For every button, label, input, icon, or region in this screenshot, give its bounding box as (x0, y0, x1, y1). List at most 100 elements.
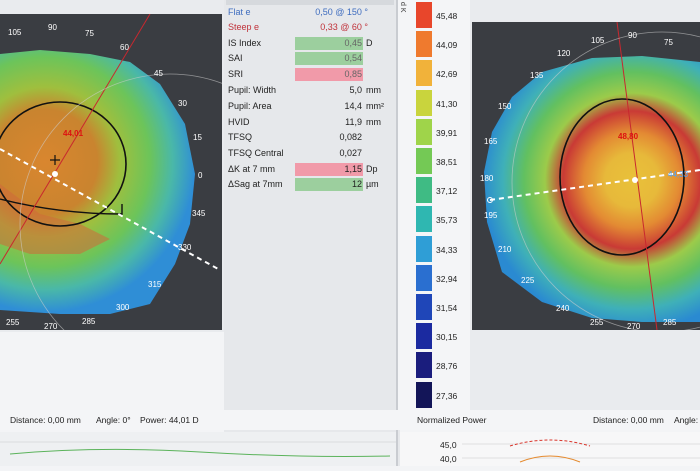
right-angle-180: 180 (480, 174, 494, 183)
left-profile-curve (0, 441, 396, 457)
graph-y-label-45: 45,0 (440, 440, 457, 450)
table-label: TFSQ Central (228, 148, 284, 158)
right-angle-90: 90 (628, 31, 637, 40)
left-center-value: 44,01 (63, 129, 84, 138)
right-center-value: 48,80 (618, 132, 639, 141)
table-value: 14,4 (344, 101, 362, 111)
right-profile-curve (462, 439, 700, 463)
table-value: 0,33 @ 60 ° (320, 22, 368, 32)
scale-swatch (416, 177, 432, 204)
right-profile-graph (400, 432, 700, 466)
right-angle-195: 195 (484, 211, 498, 220)
left-map-graphic (0, 13, 321, 375)
value-box (295, 163, 363, 176)
table-value: 0,85 (344, 69, 362, 79)
table-label: Pupil: Area (228, 101, 272, 111)
scale-value-label: 37,12 (436, 186, 458, 197)
right-angle-135: 135 (530, 71, 544, 80)
scale-value-label: 41,30 (436, 98, 458, 109)
left-angle-15: 15 (193, 133, 202, 142)
table-row-sri: SRI 0,85 (228, 68, 396, 83)
right-angle-75: 75 (664, 38, 673, 47)
table-value: 5,0 (349, 85, 362, 95)
right-angle-150: 150 (498, 102, 512, 111)
table-label: TFSQ (228, 132, 252, 142)
right-angle-165: 165 (484, 137, 498, 146)
table-unit: mm (366, 85, 381, 95)
table-row-hvid: HVID 11,9 mm (228, 116, 396, 131)
scale-swatch (416, 148, 432, 174)
table-row-delta-k: ΔK at 7 mm 1,15 Dp (228, 163, 396, 178)
right-angle-270: 270 (627, 322, 641, 331)
left-power-readout: Power: 44,01 D (140, 415, 199, 425)
left-angle-255: 255 (6, 318, 20, 327)
left-angle-285: 285 (82, 317, 96, 326)
scale-value-label: 31,54 (436, 303, 458, 313)
right-topography-map[interactable] (472, 21, 700, 333)
right-angle-105: 105 (591, 36, 605, 45)
table-value: 12 (351, 179, 362, 189)
left-angle-345: 345 (192, 209, 206, 218)
scale-value-label: 34,33 (436, 244, 458, 255)
table-value: 11,9 (345, 117, 362, 127)
scale-swatch (416, 235, 432, 262)
table-unit: mm² (366, 101, 384, 111)
table-row-is-index: IS Index 0,45 D (228, 37, 396, 52)
table-label: Steep e (228, 22, 260, 32)
scale-title: Normalized Power (417, 415, 487, 425)
scale-value-label: 45,48 (436, 11, 458, 21)
scale-value-label: 35,73 (436, 215, 458, 226)
value-box (295, 68, 363, 81)
right-angle-210: 210 (498, 245, 512, 254)
scale-swatch (416, 118, 432, 145)
left-topography-map[interactable] (0, 13, 321, 375)
value-box (295, 178, 363, 191)
table-label: HVID (228, 117, 250, 127)
table-label: SAI (228, 53, 243, 63)
value-box (295, 52, 363, 65)
left-angle-90: 90 (48, 23, 57, 32)
scale-swatch (416, 264, 432, 291)
table-row-sai: SAI 0,54 (228, 52, 396, 67)
scale-value-label: 27,36 (436, 390, 458, 401)
right-map-graphic (472, 21, 700, 333)
left-angle-315: 315 (148, 280, 162, 289)
status-bar (0, 410, 700, 430)
scale-swatch (416, 31, 432, 58)
scale-swatch (416, 352, 432, 379)
table-unit: mm (366, 117, 381, 127)
indices-table-divider (396, 0, 398, 466)
left-angle-30: 30 (178, 99, 187, 108)
table-row-pupil-area: Pupil: Area 14,4 mm² (228, 100, 396, 115)
scale-swatch (416, 206, 432, 233)
left-angle-readout: Angle: 0° (96, 415, 131, 425)
left-angle-330: 330 (178, 243, 192, 252)
scale-swatch (416, 2, 432, 28)
table-label: SRI (228, 69, 244, 79)
scale-swatch (416, 60, 432, 87)
scale-value-label: 28,76 (436, 361, 458, 372)
table-unit: Dp (366, 164, 378, 174)
left-angle-105: 105 (8, 28, 22, 37)
table-row-pupil-width: Pupil: Width 5,0 mm (228, 84, 396, 99)
right-angle-120: 120 (557, 49, 571, 58)
table-label: ΔSag at 7mm (228, 179, 283, 189)
right-angle-readout: Angle: (674, 415, 699, 425)
indices-table-header-strip (226, 0, 394, 5)
scale-swatch (416, 381, 432, 408)
table-label: Flat e (228, 7, 251, 17)
table-row-tfsq-central: TFSQ Central 0,027 (228, 147, 396, 162)
left-profile-graph (0, 432, 396, 466)
left-angle-60: 60 (120, 43, 129, 52)
value-box (295, 37, 363, 50)
table-row-steep-e: Steep e 0,33 @ 60 ° (228, 21, 396, 36)
right-angle-240: 240 (556, 304, 570, 313)
scale-value-label: 42,69 (436, 69, 458, 80)
table-value: 0,027 (339, 148, 362, 158)
table-label: ΔK at 7 mm (228, 164, 276, 174)
left-angle-270: 270 (44, 322, 58, 331)
scale-swatch (416, 89, 432, 116)
table-value: 0,082 (339, 132, 362, 142)
table-value: 0,50 @ 150 ° (315, 7, 368, 17)
table-value: 0,45 (344, 38, 362, 48)
